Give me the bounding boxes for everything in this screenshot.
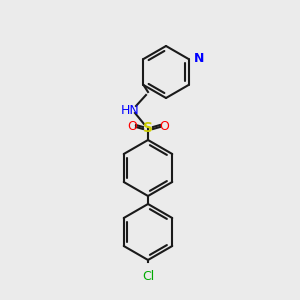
Text: O: O — [159, 119, 169, 133]
Text: HN: HN — [121, 103, 140, 116]
Text: Cl: Cl — [142, 270, 154, 283]
Text: O: O — [127, 119, 137, 133]
Text: S: S — [143, 121, 153, 135]
Text: N: N — [194, 52, 204, 65]
